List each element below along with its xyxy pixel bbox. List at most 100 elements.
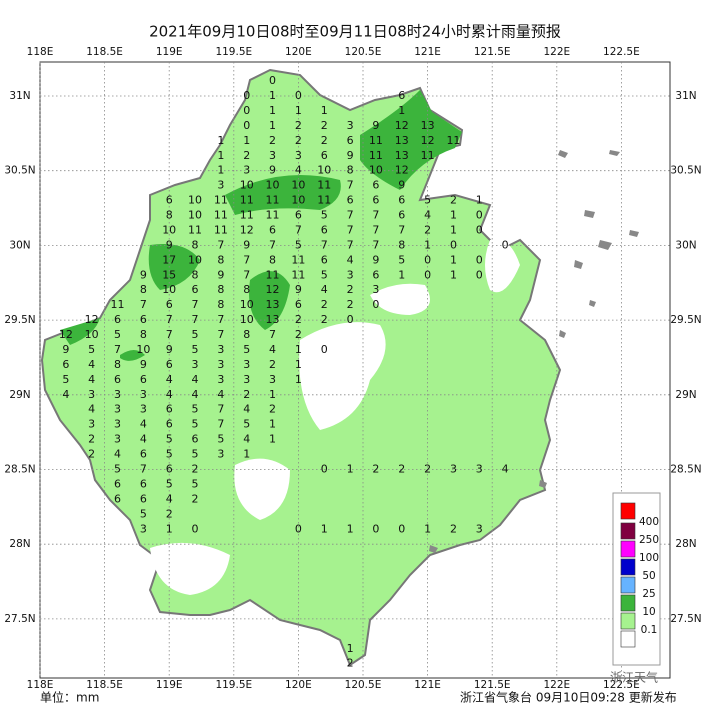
station-value: 11 xyxy=(266,268,280,281)
station-value: 1 xyxy=(269,433,276,446)
station-value: 2 xyxy=(243,388,250,401)
station-value: 4 xyxy=(88,403,95,416)
station-value: 11 xyxy=(317,179,331,192)
station-value: 4 xyxy=(166,373,173,386)
station-value: 6 xyxy=(372,179,379,192)
lat-label: 28.5N xyxy=(670,464,701,476)
station-value: 7 xyxy=(269,238,276,251)
station-value: 7 xyxy=(217,313,224,326)
station-value: 3 xyxy=(243,358,250,371)
station-value: 2 xyxy=(269,358,276,371)
station-value: 8 xyxy=(347,164,354,177)
station-value: 7 xyxy=(114,343,121,356)
station-value: 7 xyxy=(347,179,354,192)
legend-swatch xyxy=(620,502,636,520)
footer: 浙江省气象台 09月10日09:28 更新发布 xyxy=(460,690,677,705)
lon-label: 122E xyxy=(543,679,570,691)
watermark: 浙江天气 xyxy=(610,670,658,685)
station-value: 1 xyxy=(295,343,302,356)
lat-label: 28.5N xyxy=(4,464,35,476)
station-value: 1 xyxy=(269,89,276,102)
station-value: 5 xyxy=(295,238,302,251)
station-value: 2 xyxy=(295,328,302,341)
station-value: 3 xyxy=(217,358,224,371)
station-value: 9 xyxy=(295,283,302,296)
station-value: 4 xyxy=(140,418,147,431)
station-value: 6 xyxy=(166,403,173,416)
lon-label: 121E xyxy=(414,679,441,691)
station-value: 13 xyxy=(421,119,435,132)
station-value: 2 xyxy=(88,433,95,446)
station-value: 6 xyxy=(269,223,276,236)
station-value: 13 xyxy=(266,313,280,326)
legend-label: 100 xyxy=(639,552,659,564)
station-value: 1 xyxy=(450,253,457,266)
station-value: 11 xyxy=(369,149,383,162)
station-value: 9 xyxy=(372,119,379,132)
lat-label: 30N xyxy=(675,239,696,251)
station-value: 1 xyxy=(347,642,354,655)
station-value: 6 xyxy=(62,358,69,371)
station-value: 1 xyxy=(295,104,302,117)
station-value: 6 xyxy=(372,268,379,281)
station-value: 3 xyxy=(217,179,224,192)
lon-label: 120E xyxy=(285,46,312,58)
no-rain-area xyxy=(150,542,230,595)
station-value: 6 xyxy=(372,194,379,207)
station-value: 7 xyxy=(217,238,224,251)
station-value: 11 xyxy=(291,253,305,266)
station-value: 5 xyxy=(398,253,405,266)
station-value: 12 xyxy=(266,283,280,296)
station-value: 5 xyxy=(243,343,250,356)
station-value: 7 xyxy=(372,238,379,251)
station-value: 2 xyxy=(295,134,302,147)
station-value: 5 xyxy=(217,433,224,446)
lat-label: 27.5N xyxy=(4,613,35,625)
station-value: 11 xyxy=(317,194,331,207)
station-value: 10 xyxy=(317,164,331,177)
station-value: 3 xyxy=(217,373,224,386)
station-value: 4 xyxy=(502,463,509,476)
station-value: 7 xyxy=(217,403,224,416)
station-value: 6 xyxy=(398,209,405,222)
station-value: 3 xyxy=(217,343,224,356)
station-value: 10 xyxy=(240,313,254,326)
lat-label: 30N xyxy=(9,239,30,251)
station-value: 5 xyxy=(114,463,121,476)
lon-label: 122E xyxy=(543,46,570,58)
station-value: 2 xyxy=(321,134,328,147)
station-value: 0 xyxy=(243,89,250,102)
station-value: 7 xyxy=(166,328,173,341)
lon-label: 119.5E xyxy=(215,46,252,58)
station-value: 13 xyxy=(395,134,409,147)
station-value: 11 xyxy=(446,134,460,147)
station-value: 1 xyxy=(450,223,457,236)
station-value: 0 xyxy=(243,119,250,132)
station-value: 10 xyxy=(291,179,305,192)
station-value: 17 xyxy=(162,253,176,266)
station-value: 7 xyxy=(372,223,379,236)
station-value: 10 xyxy=(266,179,280,192)
station-value: 6 xyxy=(295,209,302,222)
station-value: 1 xyxy=(269,418,276,431)
station-value: 10 xyxy=(162,223,176,236)
lon-label: 120.5E xyxy=(345,679,382,691)
station-value: 5 xyxy=(88,343,95,356)
station-value: 10 xyxy=(240,179,254,192)
legend-swatch xyxy=(620,630,636,648)
station-value: 5 xyxy=(424,194,431,207)
heavy-rain-area xyxy=(148,244,200,290)
station-value: 11 xyxy=(421,149,435,162)
station-value: 6 xyxy=(140,373,147,386)
province xyxy=(40,68,639,667)
station-value: 3 xyxy=(114,418,121,431)
station-value: 1 xyxy=(424,522,431,535)
station-value: 2 xyxy=(321,298,328,311)
station-value: 7 xyxy=(347,223,354,236)
station-value: 9 xyxy=(372,253,379,266)
station-values: 00 1 0 60 1 1 1 10 1 2 2 3 9 12 131 1 2 2 2 6 11 13 12 111 2 3 3 6 9… xyxy=(59,74,509,670)
station-value: 4 xyxy=(192,373,199,386)
legend-label: 10 xyxy=(642,606,655,618)
unit-label: 单位：mm xyxy=(40,690,99,705)
